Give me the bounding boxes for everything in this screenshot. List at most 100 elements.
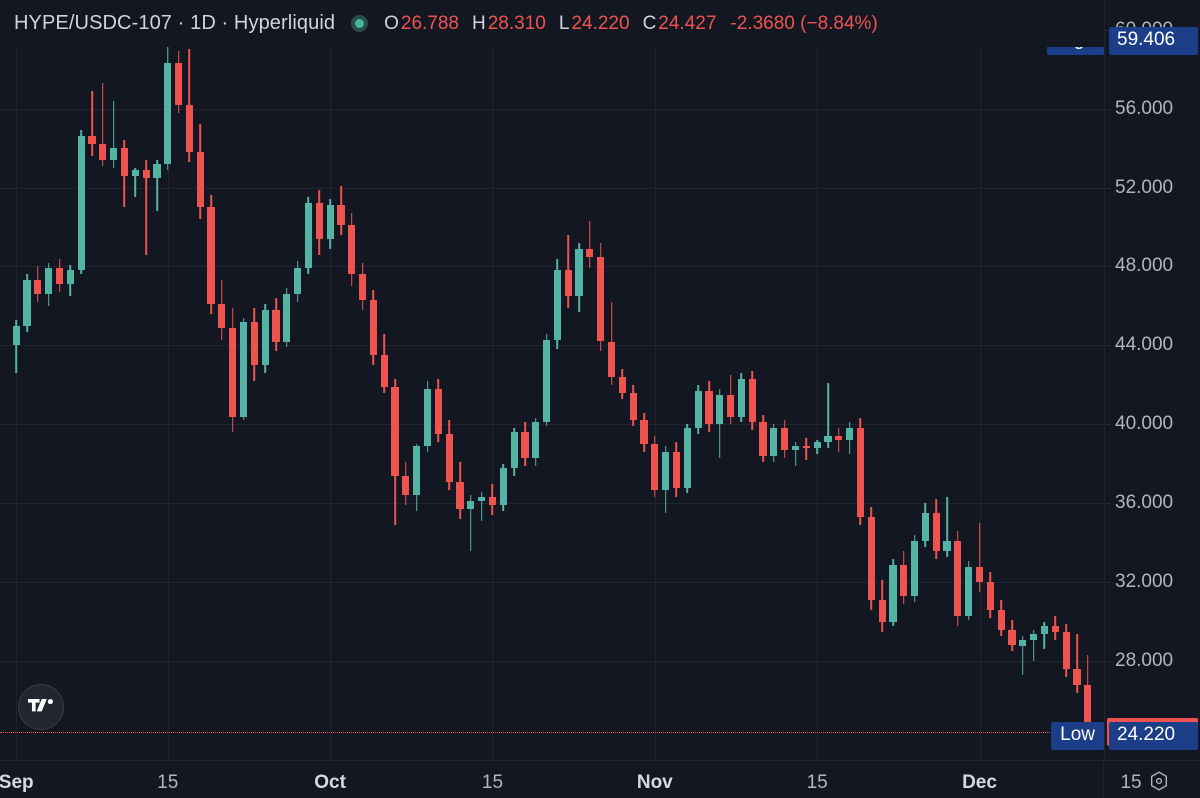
candle	[694, 0, 702, 760]
candle-body	[272, 309, 280, 342]
low-marker-label: Low	[1051, 721, 1104, 750]
candle	[23, 0, 31, 760]
candle	[781, 0, 789, 760]
candle-body	[607, 341, 616, 378]
candle-body	[45, 268, 53, 295]
candle-body	[1073, 669, 1081, 685]
candlestick-series	[12, 0, 1092, 760]
candle	[175, 0, 183, 760]
candle-body	[175, 63, 183, 105]
chart-legend[interactable]: HYPE/USDC-107 · 1D · Hyperliquid O 26.788…	[0, 0, 1104, 47]
candle-wick	[1032, 629, 1035, 662]
candle-wick	[156, 159, 158, 212]
candle-body	[597, 256, 605, 342]
candle	[131, 0, 139, 760]
price-scale[interactable]: 64.00060.00056.00052.00048.00044.00040.0…	[1104, 0, 1200, 760]
candle-body	[88, 136, 96, 145]
candle-body	[705, 390, 713, 425]
candle	[34, 0, 42, 760]
candle-body	[164, 63, 172, 164]
candle-body	[1062, 631, 1070, 670]
candle	[272, 0, 280, 760]
candle-body	[142, 169, 150, 178]
candle-body	[748, 379, 756, 423]
candle-body	[640, 420, 648, 445]
candle	[965, 0, 973, 760]
low-label: L	[558, 12, 570, 34]
gridline-horizontal	[0, 661, 1104, 663]
candle-body	[34, 280, 42, 295]
candle-body	[781, 428, 789, 451]
candle-body	[737, 379, 745, 417]
candle-body	[66, 270, 74, 285]
symbol-title[interactable]: HYPE/USDC-107 · 1D · Hyperliquid	[14, 12, 336, 34]
gridline-horizontal	[0, 345, 1104, 347]
candle-body	[510, 432, 518, 468]
candle	[564, 0, 572, 760]
chart-plot-area[interactable]	[0, 0, 1104, 760]
candle-body	[629, 392, 637, 421]
gridline-horizontal	[0, 187, 1104, 189]
candle-body	[326, 205, 334, 239]
close-label: C	[642, 12, 657, 34]
candle-body	[867, 517, 875, 601]
time-scale[interactable]: Sep 15 Oct 15 Nov 15 Dec 15	[0, 760, 1200, 798]
candle-body	[488, 497, 497, 506]
price-axis-tick: 56.000	[1104, 97, 1174, 119]
candle-body	[921, 513, 929, 541]
gridline-vertical	[654, 0, 656, 760]
candle-body	[618, 377, 626, 393]
candle	[1008, 0, 1016, 760]
candle	[835, 0, 843, 760]
time-axis-tick: Nov	[636, 772, 673, 793]
hexagon-gear-icon[interactable]	[1148, 770, 1170, 792]
high-value: 28.310	[487, 12, 546, 34]
candle	[986, 0, 994, 760]
candle-body	[791, 446, 800, 451]
candle	[1084, 0, 1092, 760]
candle	[954, 0, 962, 760]
time-axis-tick: 15	[157, 772, 179, 793]
candle-body	[402, 475, 410, 496]
time-axis-tick: 15	[806, 772, 828, 793]
candle	[142, 0, 150, 760]
tradingview-logo[interactable]	[18, 684, 64, 730]
candle-wick	[589, 221, 591, 269]
candle	[250, 0, 258, 760]
candle	[283, 0, 291, 760]
candle-body	[304, 203, 313, 269]
candle-body	[131, 169, 139, 176]
candle-body	[586, 248, 594, 257]
candle-body	[467, 501, 475, 510]
candle-body	[856, 428, 865, 518]
candle-body	[954, 540, 962, 616]
candle	[759, 0, 767, 760]
open-value: 26.788	[400, 12, 459, 34]
candle-wick	[91, 90, 93, 156]
candle	[55, 0, 64, 760]
candle	[99, 0, 107, 760]
candle-body	[986, 582, 994, 610]
candle	[488, 0, 497, 760]
candle	[229, 0, 237, 760]
candle-body	[445, 434, 453, 482]
gridline-vertical	[817, 0, 819, 760]
candle-wick	[1076, 633, 1078, 693]
candle	[326, 0, 334, 760]
candle	[185, 0, 193, 760]
candle	[402, 0, 410, 760]
gridline-vertical	[330, 0, 332, 760]
time-axis-tick: Dec	[962, 772, 997, 793]
candle-body	[434, 388, 442, 435]
time-axis-tick: Sep	[0, 772, 34, 793]
candle	[943, 0, 951, 760]
candle-body	[153, 163, 161, 178]
candle	[380, 0, 388, 760]
candle-body	[975, 566, 984, 583]
candle-body	[55, 268, 64, 285]
candle-wick	[470, 495, 472, 551]
candle-body	[1019, 639, 1027, 646]
candle	[802, 0, 810, 760]
candle	[359, 0, 367, 760]
candle-body	[943, 540, 951, 551]
